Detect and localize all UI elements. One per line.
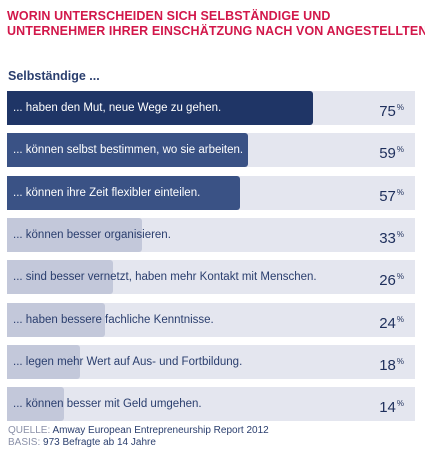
bar-label: ... haben den Mut, neue Wege zu gehen. — [13, 102, 222, 114]
bar — [7, 217, 142, 252]
bar-value-label: 26% — [379, 272, 404, 290]
bar-label: ... können besser mit Geld umgehen. — [13, 398, 202, 411]
bar-label: ... können ihre Zeit flexibler einteilen… — [13, 186, 201, 199]
bar — [7, 302, 105, 337]
bar — [7, 91, 313, 125]
bar-value-label: 14% — [379, 399, 404, 417]
bar-value-label: 24% — [379, 314, 404, 332]
bar-value-label: 33% — [379, 229, 404, 247]
bar-row: ... können selbst bestimmen, wo sie arbe… — [7, 133, 415, 168]
bar-label: ... sind besser vernetzt, haben mehr Kon… — [13, 271, 317, 284]
bar-row: ... können besser organisieren. 33% — [7, 217, 415, 252]
bar-row: ... sind besser vernetzt, haben mehr Kon… — [7, 260, 415, 295]
bar-row: ... können ihre Zeit flexibler einteilen… — [7, 175, 415, 210]
basis-line: BASIS: 973 Befragte ab 14 Jahre — [8, 437, 269, 449]
bar-row: ... haben bessere fachliche Kenntnisse. 2… — [7, 302, 415, 337]
chart-title: WORIN UNTERSCHEIDEN SICH SELBSTÄNDIGE UN… — [7, 9, 425, 39]
bar-label: ... können besser organisieren. — [13, 228, 171, 241]
basis-text: 973 Befragte ab 14 Jahre — [43, 437, 156, 448]
bar-value-label: 75% — [379, 103, 404, 120]
source-note: QUELLE: Amway European Entrepreneurship … — [8, 425, 269, 449]
bar-value-label: 57% — [379, 187, 404, 205]
bar-row: ... können besser mit Geld umgehen. 14% — [7, 387, 415, 422]
bar-value-label: 18% — [379, 356, 404, 374]
title-line-1: WORIN UNTERSCHEIDEN SICH SELBSTÄNDIGE UN… — [7, 9, 331, 23]
bar-row: ... haben den Mut, neue Wege zu gehen. 75… — [7, 91, 415, 125]
title-line-2: UNTERNEHMER IHRER EINSCHÄTZUNG NACH VON … — [7, 24, 425, 38]
bar-label: ... legen mehr Wert auf Aus- und Fortbil… — [13, 355, 243, 368]
bar-label: ... können selbst bestimmen, wo sie arbe… — [13, 144, 244, 157]
bar-row: ... legen mehr Wert auf Aus- und Fortbil… — [7, 344, 415, 379]
bar — [7, 133, 248, 168]
chart-subtitle: Selbständige ... — [8, 69, 100, 83]
source-line: QUELLE: Amway European Entrepreneurship … — [8, 425, 269, 437]
bar-label: ... haben bessere fachliche Kenntnisse. — [13, 313, 214, 326]
source-label: QUELLE: — [8, 425, 51, 436]
bar — [7, 344, 81, 379]
bar — [7, 387, 65, 422]
source-text: Amway European Entrepreneurship Report 2… — [52, 425, 269, 436]
bar — [7, 175, 240, 210]
basis-label: BASIS: — [8, 437, 41, 448]
bar — [7, 260, 114, 295]
bar-value-label: 59% — [379, 145, 404, 163]
